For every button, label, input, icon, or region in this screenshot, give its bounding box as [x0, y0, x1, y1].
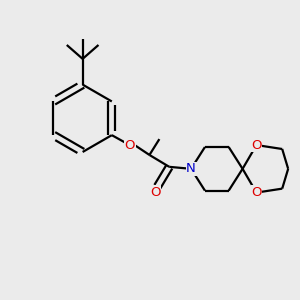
Text: O: O [150, 186, 160, 199]
Text: O: O [251, 139, 262, 152]
Text: O: O [124, 139, 135, 152]
Text: N: N [186, 162, 196, 175]
Text: O: O [251, 186, 262, 199]
